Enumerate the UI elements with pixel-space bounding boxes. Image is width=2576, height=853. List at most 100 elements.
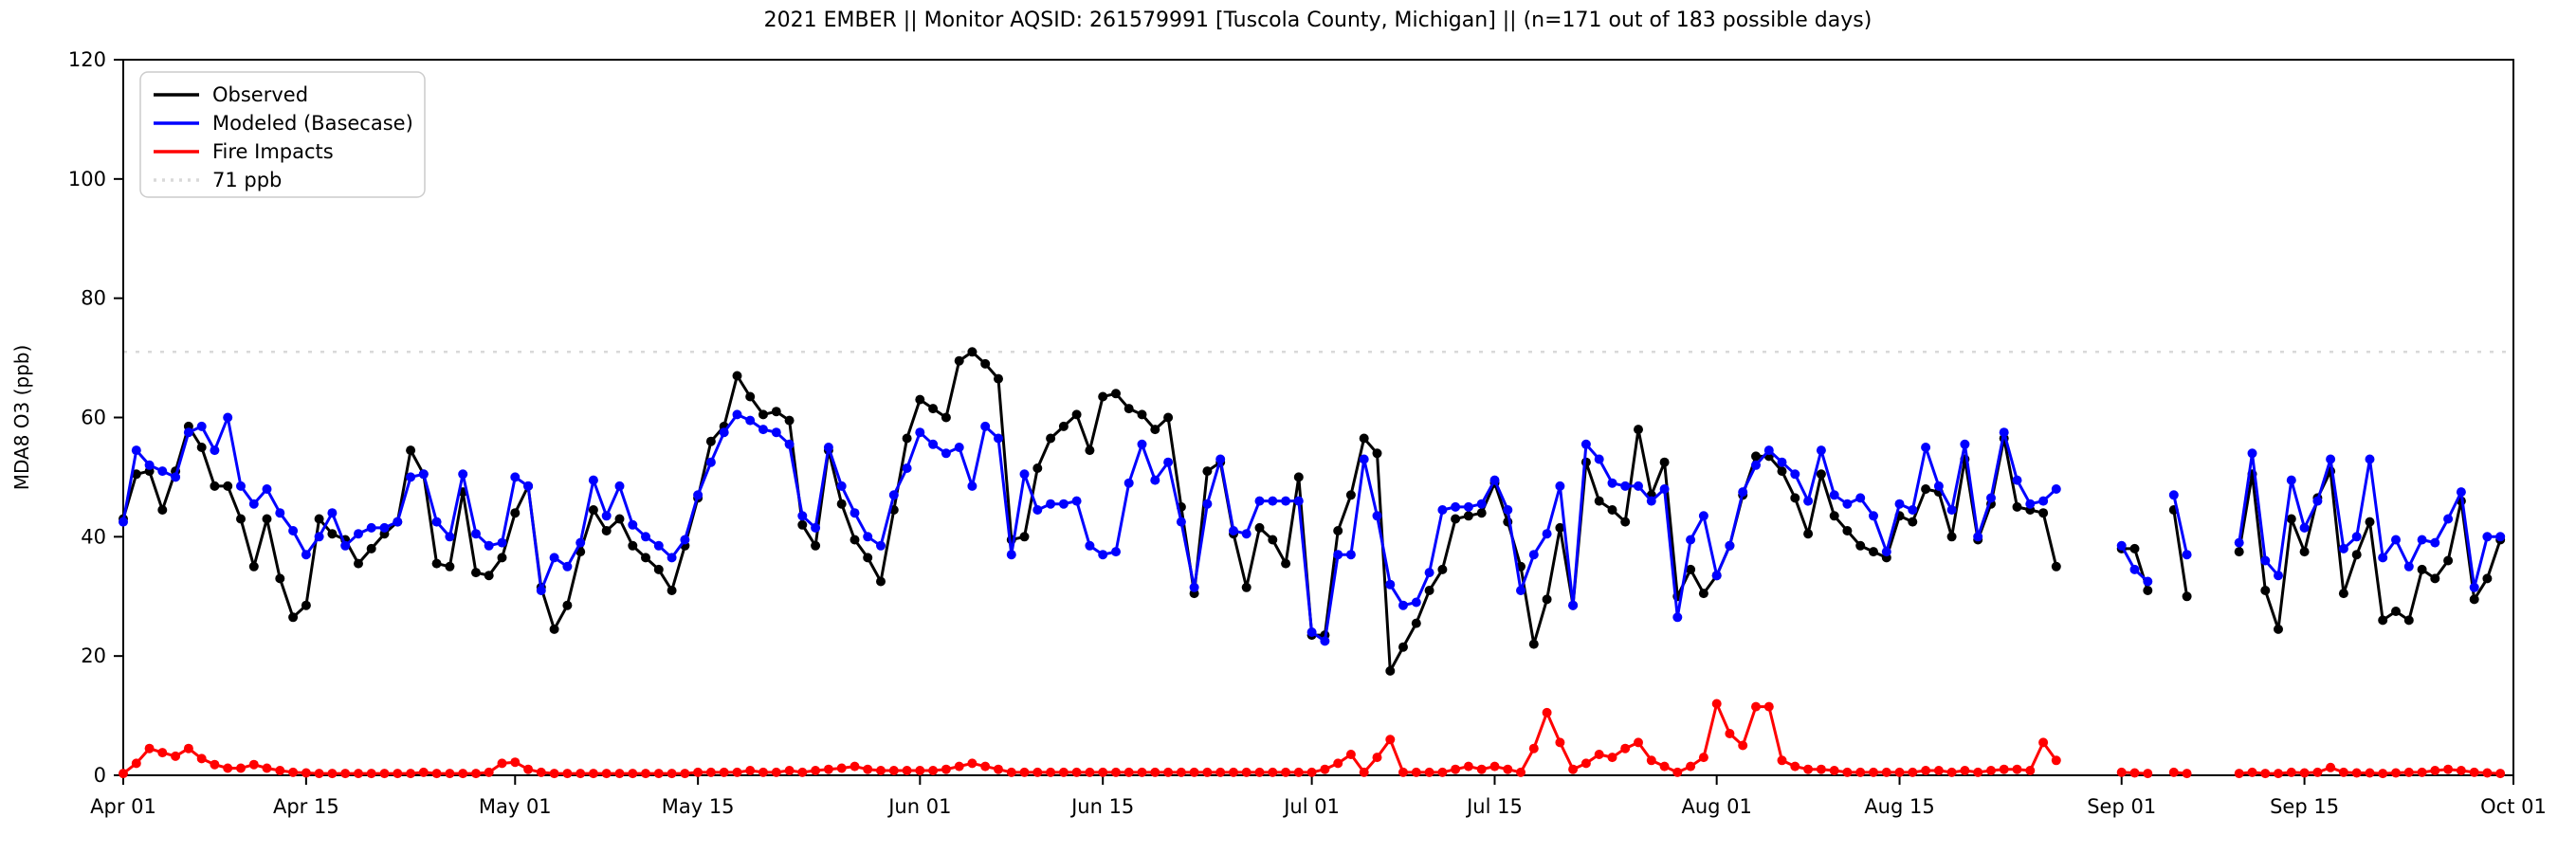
data-point-fire-impacts xyxy=(575,769,586,779)
data-point-fire-impacts xyxy=(536,767,546,777)
data-point-fire-impacts xyxy=(614,769,625,779)
data-point-fire-impacts xyxy=(119,769,128,779)
data-point-observed xyxy=(1607,505,1617,515)
x-tick-label: Jun 01 xyxy=(886,795,951,818)
data-point-modeled-basecase xyxy=(2038,496,2049,506)
data-point-fire-impacts xyxy=(340,769,351,779)
data-point-modeled-basecase xyxy=(1829,490,1839,500)
data-point-observed xyxy=(510,508,521,518)
data-point-fire-impacts xyxy=(1672,767,1683,777)
data-point-observed xyxy=(1908,517,1918,527)
data-point-modeled-basecase xyxy=(1894,499,1905,509)
data-point-modeled-basecase xyxy=(2012,475,2022,485)
x-tick-label: Jul 01 xyxy=(1282,795,1340,818)
data-point-fire-impacts xyxy=(1411,767,1421,777)
data-point-modeled-basecase xyxy=(340,540,351,551)
data-point-observed xyxy=(902,433,912,444)
data-point-fire-impacts xyxy=(1698,753,1708,763)
data-point-observed xyxy=(2299,547,2310,557)
data-point-modeled-basecase xyxy=(1921,443,1931,452)
data-point-fire-impacts xyxy=(2403,767,2414,777)
data-point-observed xyxy=(223,481,233,491)
data-point-observed xyxy=(314,514,324,524)
x-tick-label: Sep 01 xyxy=(2087,795,2156,818)
data-point-fire-impacts xyxy=(2299,768,2310,778)
data-point-observed xyxy=(811,540,821,551)
data-point-modeled-basecase xyxy=(1032,505,1043,515)
data-point-modeled-basecase xyxy=(1933,481,1944,491)
data-point-modeled-basecase xyxy=(641,532,650,542)
data-point-modeled-basecase xyxy=(1999,427,2009,438)
data-point-observed xyxy=(1829,511,1839,521)
data-point-modeled-basecase xyxy=(1489,475,1500,485)
data-point-modeled-basecase xyxy=(1359,454,1369,464)
data-point-modeled-basecase xyxy=(1816,445,1826,456)
data-point-fire-impacts xyxy=(2116,767,2127,777)
data-point-observed xyxy=(196,443,207,452)
data-point-observed xyxy=(327,529,338,539)
data-point-fire-impacts xyxy=(693,767,703,777)
data-point-modeled-basecase xyxy=(1476,499,1487,509)
data-point-observed xyxy=(1698,589,1708,599)
data-point-modeled-basecase xyxy=(562,561,573,572)
data-point-fire-impacts xyxy=(327,769,338,779)
data-point-observed xyxy=(876,576,886,587)
data-point-fire-impacts xyxy=(732,767,742,777)
data-point-fire-impacts xyxy=(1580,758,1591,769)
data-point-fire-impacts xyxy=(1594,750,1604,759)
data-point-observed xyxy=(850,535,860,545)
data-point-fire-impacts xyxy=(1229,767,1238,777)
data-point-modeled-basecase xyxy=(144,460,155,470)
data-point-observed xyxy=(471,568,481,578)
data-point-fire-impacts xyxy=(2456,766,2466,775)
data-point-modeled-basecase xyxy=(928,439,939,449)
data-point-modeled-basecase xyxy=(157,466,168,477)
data-point-modeled-basecase xyxy=(1071,496,1082,506)
data-point-observed xyxy=(1372,448,1382,459)
data-point-modeled-basecase xyxy=(1437,505,1448,515)
data-point-observed xyxy=(1046,433,1056,444)
data-point-fire-impacts xyxy=(1607,753,1617,763)
data-point-fire-impacts xyxy=(1555,737,1565,748)
data-point-observed xyxy=(2274,624,2283,634)
data-point-modeled-basecase xyxy=(2260,555,2271,566)
data-point-fire-impacts xyxy=(1803,764,1814,774)
data-point-observed xyxy=(236,514,246,524)
data-point-fire-impacts xyxy=(144,743,155,753)
legend-label: Modeled (Basecase) xyxy=(212,112,413,135)
data-point-observed xyxy=(1398,642,1408,652)
data-point-modeled-basecase xyxy=(171,472,181,482)
data-point-fire-impacts xyxy=(967,758,977,769)
data-point-observed xyxy=(1790,493,1800,503)
data-point-modeled-basecase xyxy=(236,481,246,491)
data-point-modeled-basecase xyxy=(2129,564,2140,574)
data-point-fire-impacts xyxy=(1986,766,1996,775)
data-point-fire-impacts xyxy=(1973,767,1983,777)
data-point-observed xyxy=(1137,409,1147,420)
data-point-fire-impacts xyxy=(1946,767,1957,777)
data-point-modeled-basecase xyxy=(393,517,403,527)
data-point-modeled-basecase xyxy=(705,457,716,467)
data-point-observed xyxy=(562,600,573,610)
data-point-fire-impacts xyxy=(2129,768,2140,778)
plot-frame xyxy=(122,59,2514,776)
data-point-modeled-basecase xyxy=(183,427,193,438)
data-point-modeled-basecase xyxy=(1790,469,1800,480)
data-point-modeled-basecase xyxy=(1189,582,1199,592)
data-point-observed xyxy=(732,371,742,381)
data-point-fire-impacts xyxy=(2051,755,2061,766)
data-point-modeled-basecase xyxy=(1686,535,1696,545)
data-point-modeled-basecase xyxy=(1659,484,1670,494)
data-point-fire-impacts xyxy=(601,769,612,779)
data-point-modeled-basecase xyxy=(2365,454,2375,464)
data-point-modeled-basecase xyxy=(1372,511,1382,521)
data-point-fire-impacts xyxy=(2312,767,2323,777)
data-point-modeled-basecase xyxy=(614,481,625,491)
data-point-modeled-basecase xyxy=(431,517,442,527)
legend-label: Observed xyxy=(212,83,308,106)
data-point-modeled-basecase xyxy=(1333,550,1343,560)
data-point-observed xyxy=(614,514,625,524)
data-point-observed xyxy=(1098,391,1108,402)
data-point-modeled-basecase xyxy=(1594,454,1604,464)
data-point-modeled-basecase xyxy=(2116,540,2127,551)
